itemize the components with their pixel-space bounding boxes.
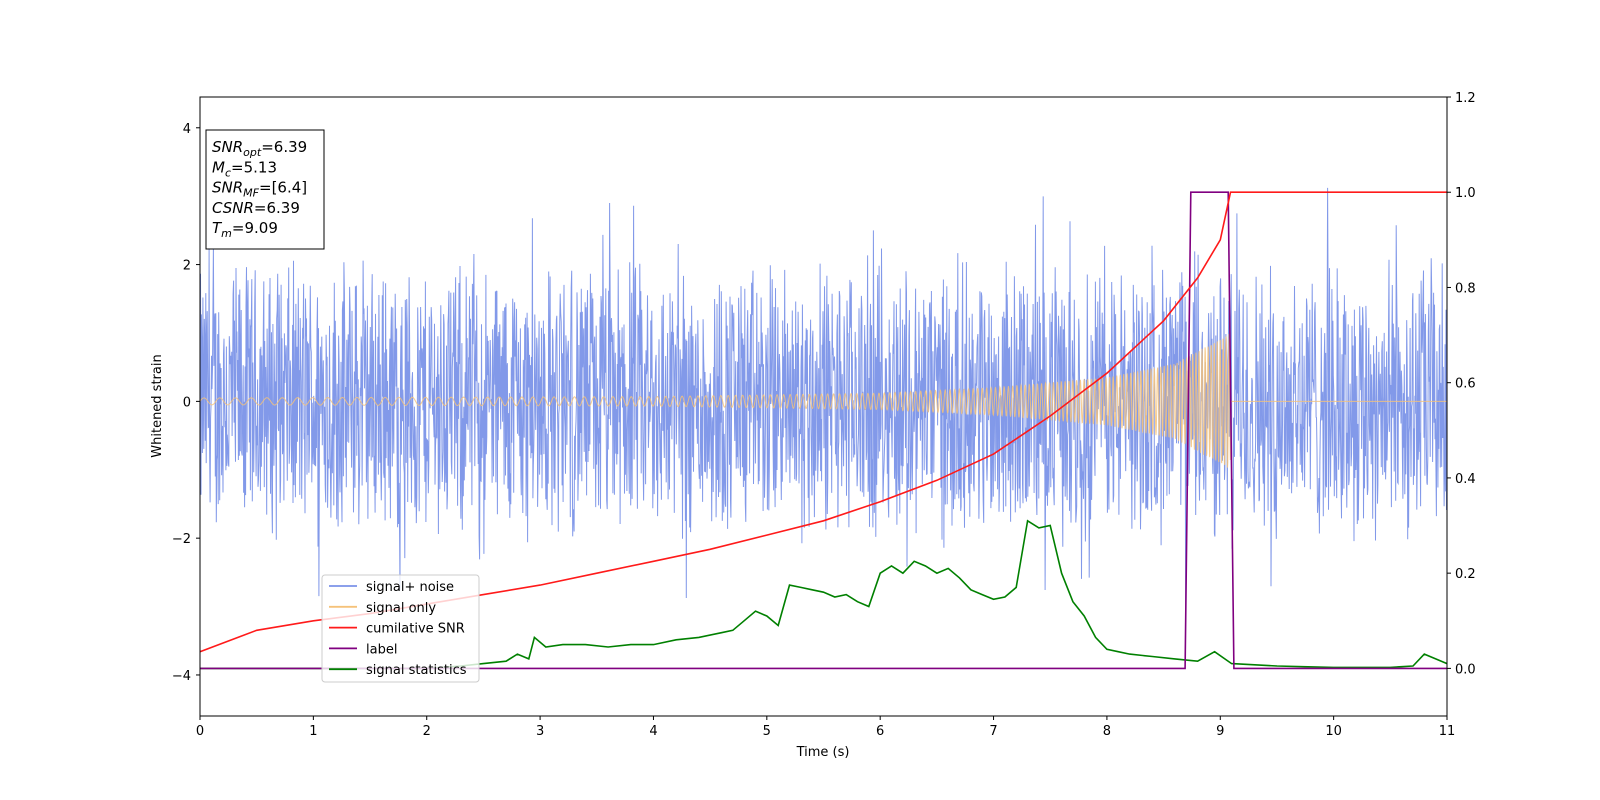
x-tick-label: 7: [989, 724, 997, 739]
x-tick-label: 8: [1103, 724, 1111, 739]
x-tick-label: 2: [423, 724, 431, 739]
legend-label: signal statistics: [366, 663, 467, 678]
series-label-line: [200, 191, 1447, 670]
x-tick-label: 10: [1325, 724, 1342, 739]
legend-label: label: [366, 642, 397, 657]
annotation-line: Tm=9.09: [212, 219, 278, 240]
y-tick-label: −2: [172, 532, 191, 547]
x-tick-label: 11: [1439, 724, 1456, 739]
y-tick-label: 0: [183, 395, 191, 410]
annotation-line: SNRMF=[6.4]: [212, 179, 307, 200]
y2-tick-label: 0.6: [1455, 377, 1476, 392]
series-signal-statistics-line: [200, 519, 1447, 670]
annotation-line: Mc=5.13: [212, 158, 277, 179]
series-signal-only-line: [200, 333, 1447, 468]
x-tick-label: 6: [876, 724, 884, 739]
y2-tick-label: 0.0: [1455, 662, 1476, 677]
y-axis-right: 0.0 0.2 0.4 0.6 0.8 1.0 1.2: [1447, 91, 1476, 677]
x-tick-label: 9: [1216, 724, 1224, 739]
x-tick-label: 4: [649, 724, 657, 739]
legend-frame: [321, 574, 480, 683]
y2-tick-label: 1.2: [1455, 91, 1476, 106]
legend-label: cumilative SNR: [366, 622, 465, 637]
legend-label: signal only: [366, 601, 436, 616]
y-axis-label: Whitened strain: [150, 354, 165, 457]
y2-tick-label: 0.2: [1455, 567, 1476, 582]
annotation-line: CSNR=6.39: [212, 199, 300, 217]
x-axis: 0 1 2 3 4 5 6 7 8 9 10 11: [196, 716, 1455, 739]
plot-frame: [199, 96, 1448, 717]
y-tick-label: −4: [172, 669, 191, 684]
y-tick-label: 2: [183, 259, 191, 274]
y2-tick-label: 0.4: [1455, 472, 1476, 487]
y2-tick-label: 1.0: [1455, 186, 1476, 201]
series-signal-noise-line: [200, 187, 1447, 615]
y-axis-left: −4 −2 0 2 4: [172, 122, 200, 684]
x-axis-label: Time (s): [796, 745, 850, 760]
annotation-line: SNRopt=6.39: [212, 138, 307, 159]
y2-tick-label: 0.8: [1455, 281, 1476, 296]
x-tick-label: 1: [309, 724, 317, 739]
x-tick-label: 5: [763, 724, 771, 739]
annotation-frame: [205, 129, 325, 250]
x-tick-label: 0: [196, 724, 204, 739]
legend: signal+ noise signal only cumilative SNR la…: [321, 574, 480, 683]
legend-label: signal+ noise: [366, 580, 454, 595]
x-tick-label: 3: [536, 724, 544, 739]
y-tick-label: 4: [183, 122, 191, 137]
